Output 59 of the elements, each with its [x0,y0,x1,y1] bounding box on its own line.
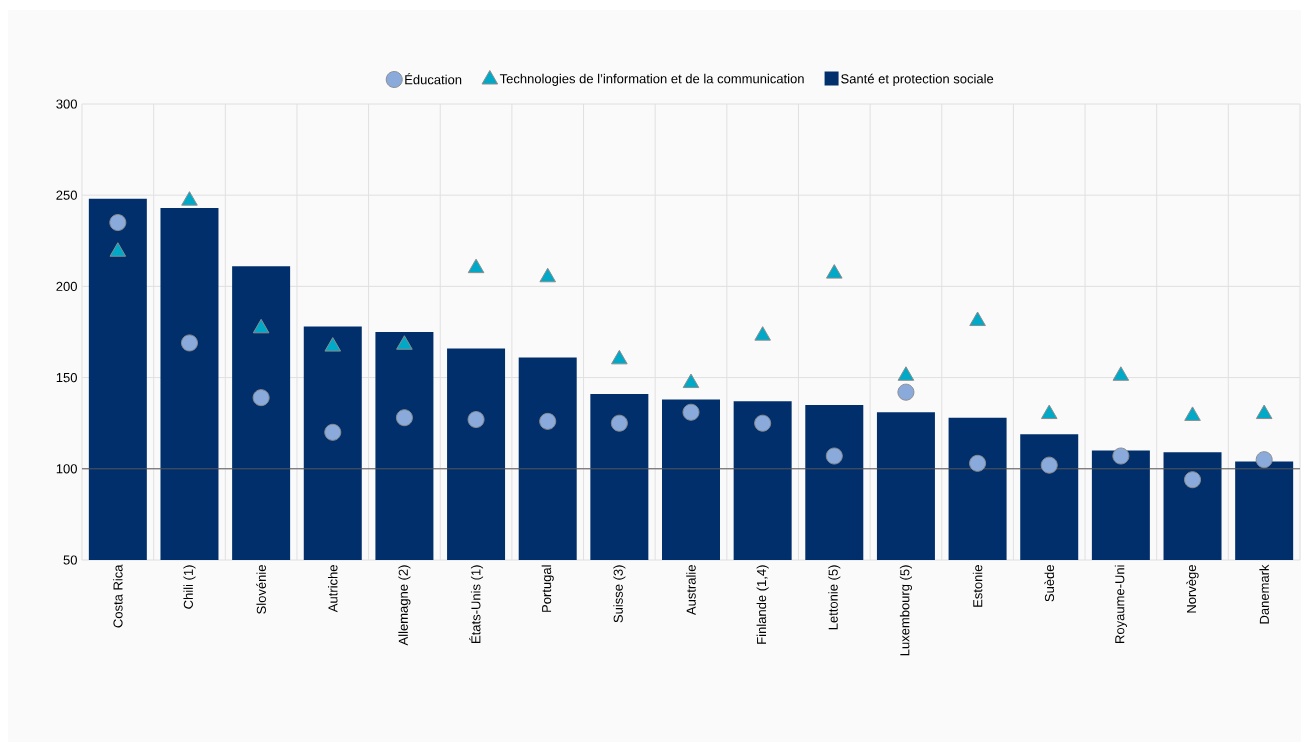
point [611,349,628,365]
point [825,447,843,465]
x-tick-label: Portugal [541,565,554,612]
point [1112,366,1130,381]
point [897,383,915,401]
y-tick-label: 200 [56,281,77,291]
point [109,242,127,257]
x-tick-label: Norvège [1186,565,1199,613]
y-tick-label: 150 [56,372,77,383]
legend-label: Éducation [405,72,462,85]
y-tick-label: 100 [56,464,77,474]
legend-label: Santé et protection sociale [841,73,994,87]
point [897,366,915,381]
point [252,389,270,407]
point [252,318,270,334]
x-tick-label: Royaume-Uni [1114,565,1127,643]
point [1255,451,1273,469]
point [682,403,700,421]
x-tick-label: Autriche [327,565,338,613]
point [1040,404,1058,420]
x-tick-label: Danemark [1259,564,1269,624]
point [754,326,771,341]
legend-label: Technologies de l’information et de la communication [499,73,804,86]
point [1040,456,1058,474]
point [539,412,557,430]
point [969,311,986,327]
point [682,373,700,389]
point [539,267,556,283]
point [610,414,628,432]
x-tick-label: Finlande (1,4) [756,565,769,644]
point [181,191,198,206]
x-tick-label: Allemagne (2) [398,565,411,646]
point [1184,471,1202,489]
x-tick-label: Slovénie [256,565,266,614]
y-tick-label: 250 [56,190,77,200]
point [826,264,843,279]
x-tick-label: États-Unis (1) [469,565,484,643]
x-tick-label: Estonie [972,565,983,607]
point [395,409,413,427]
point [467,411,485,429]
point [180,334,198,352]
point [324,337,342,352]
point [969,454,987,472]
point [467,258,485,274]
x-tick-label: Lettonie (5) [828,565,841,630]
x-tick-label: Australie [686,565,696,616]
x-tick-label: Suède [1044,565,1055,602]
x-tick-label: Luxembourg (5) [899,565,912,656]
x-tick-label: Costa Rica [113,564,123,628]
y-tick-label: 50 [63,555,77,565]
point [1184,406,1201,421]
y-tick-label: 300 [56,99,77,109]
point [396,335,413,350]
x-tick-label: Chili (1) [183,565,196,609]
point [324,423,342,441]
point [1255,404,1273,420]
point [1112,447,1130,465]
x-tick-label: Suisse (3) [613,565,626,623]
point [754,414,772,432]
